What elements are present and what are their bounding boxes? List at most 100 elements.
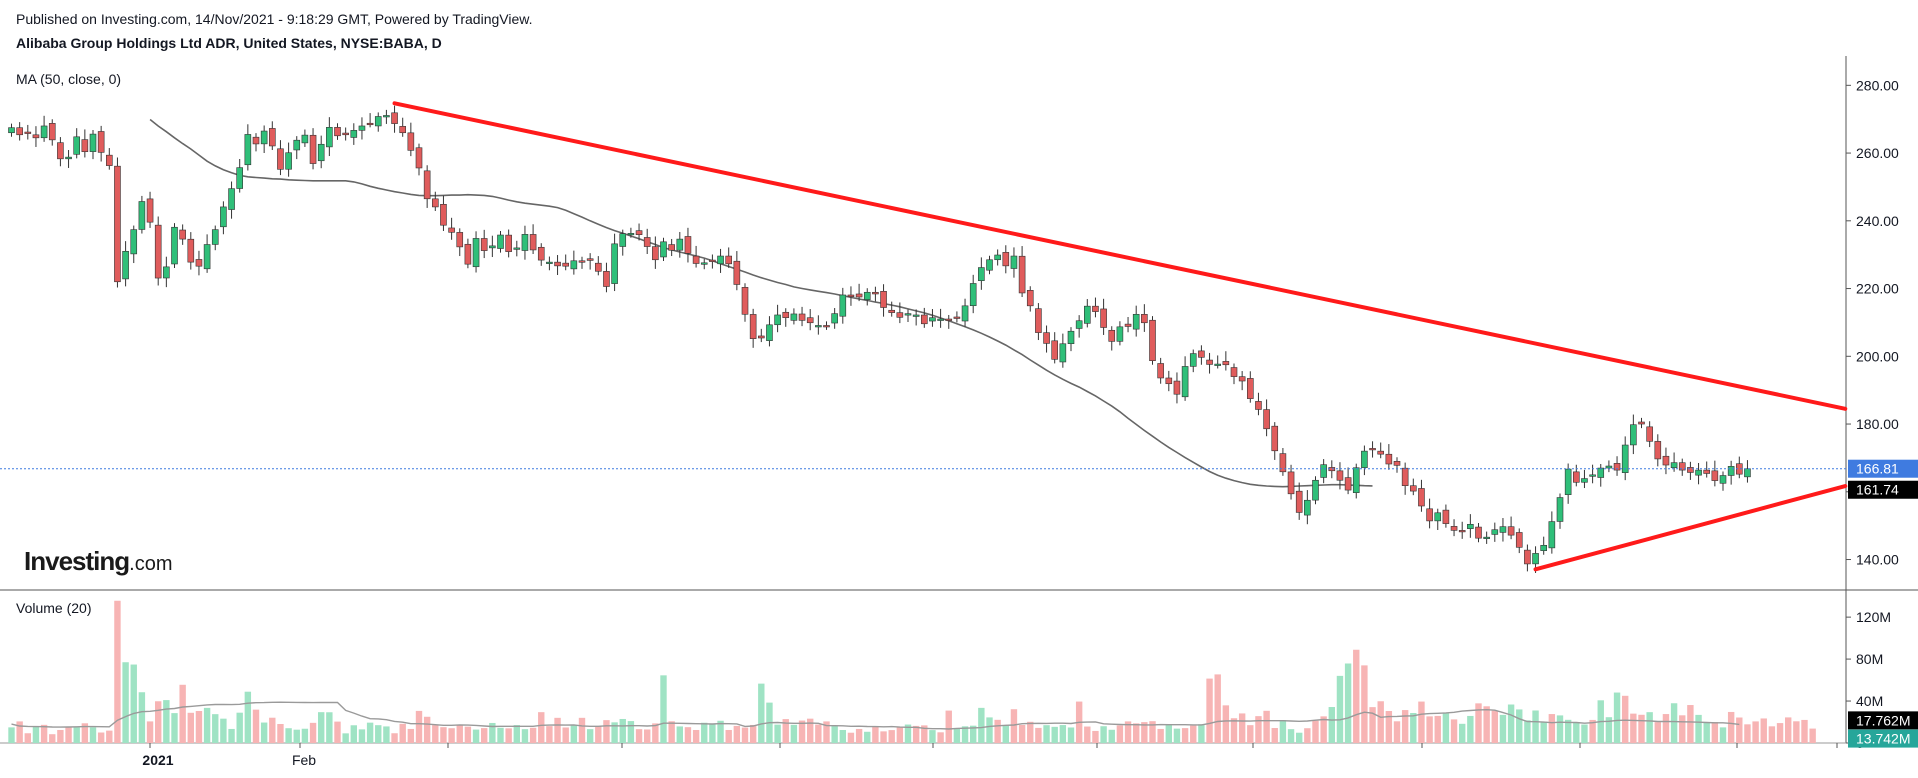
- volume-bar: [839, 729, 846, 743]
- candle-body: [358, 125, 366, 131]
- volume-bar: [1467, 715, 1474, 743]
- candle-body: [937, 318, 944, 321]
- volume-bar: [1768, 726, 1776, 743]
- volume-bar: [228, 728, 235, 743]
- candle-body: [1458, 530, 1466, 533]
- candle-body: [717, 255, 724, 265]
- candle-body: [1711, 470, 1719, 481]
- candle-body: [863, 291, 871, 301]
- volume-bar: [733, 725, 741, 743]
- candle-body: [912, 314, 920, 317]
- candle-body: [1605, 465, 1613, 469]
- candle-body: [1744, 468, 1751, 478]
- candle-body: [32, 134, 40, 139]
- candle-body: [309, 134, 317, 164]
- volume-bar: [1654, 722, 1661, 743]
- candle-body: [285, 152, 292, 170]
- volume-bar: [1393, 721, 1401, 743]
- volume-bar: [1540, 721, 1547, 743]
- volume-bar: [1238, 713, 1246, 743]
- ma-legend: MA (50, close, 0): [16, 71, 122, 87]
- volume-bar: [326, 712, 333, 743]
- candle-body: [326, 127, 333, 148]
- volume-bar: [1385, 711, 1393, 743]
- candle-body: [1320, 464, 1327, 478]
- candle-body: [1662, 455, 1670, 466]
- volume-bar: [880, 731, 887, 743]
- candle-body: [146, 198, 154, 223]
- candle-body: [920, 314, 928, 325]
- trendline-upper: [392, 101, 1848, 411]
- candle-body: [1100, 308, 1107, 328]
- candle-body: [236, 167, 243, 189]
- volume-bar: [758, 683, 765, 743]
- candle-body: [839, 294, 847, 317]
- volume-bar: [521, 729, 529, 743]
- volume-bar: [260, 722, 268, 743]
- volume-bar: [1369, 707, 1376, 743]
- volume-bar: [1809, 728, 1816, 743]
- investing-logo[interactable]: Investing.com: [24, 546, 172, 577]
- volume-bar: [570, 724, 578, 743]
- volume-bar: [334, 721, 341, 743]
- volume-bar: [187, 712, 194, 743]
- volume-bar: [146, 721, 154, 743]
- volume-bar: [212, 714, 219, 743]
- volume-bar: [130, 664, 137, 743]
- candle-body: [684, 236, 692, 254]
- candle-body: [89, 133, 97, 152]
- candle-body: [986, 259, 993, 271]
- candle-body: [594, 262, 602, 272]
- price-tick-label: 240.00: [1856, 213, 1899, 229]
- last-volume-badge: 13.742M: [1856, 731, 1910, 747]
- candle-body: [823, 325, 830, 328]
- volume-bar: [1638, 714, 1645, 743]
- volume-bar: [1133, 723, 1140, 743]
- candle-body: [1214, 363, 1221, 366]
- candle-body: [1222, 361, 1230, 366]
- candle-body: [619, 233, 627, 247]
- volume-bar: [24, 733, 31, 743]
- price-tick-label: 200.00: [1856, 348, 1899, 364]
- candle-body: [65, 156, 72, 160]
- candle-body: [1687, 467, 1694, 473]
- volume-bar: [497, 727, 504, 743]
- volume-bar: [741, 727, 749, 743]
- candle-body: [554, 261, 561, 267]
- volume-bar: [1622, 695, 1629, 743]
- volume-bar: [1442, 713, 1450, 743]
- candle-body: [1189, 353, 1197, 367]
- volume-bar: [1719, 727, 1727, 743]
- volume-bar: [709, 724, 716, 743]
- volume-bar: [921, 725, 928, 743]
- time-tick-label: 2021: [142, 752, 173, 768]
- candle-body: [171, 226, 178, 265]
- candle-body: [187, 238, 195, 263]
- candle-body: [1238, 376, 1246, 382]
- volume-bar: [1483, 706, 1490, 743]
- volume-bar: [1695, 714, 1702, 743]
- candle-body: [505, 234, 512, 252]
- candle-body: [953, 316, 961, 319]
- volume-bar: [1752, 721, 1759, 743]
- volume-bar: [383, 726, 390, 743]
- volume-bar: [1141, 722, 1148, 743]
- volume-bar: [864, 731, 871, 743]
- volume-bar: [855, 728, 863, 743]
- candle-body: [342, 132, 349, 136]
- price-tick-label: 140.00: [1856, 552, 1899, 568]
- candle-body: [929, 317, 936, 322]
- volume-bar: [8, 727, 15, 743]
- volume-bar: [138, 692, 146, 743]
- candle-body: [578, 260, 586, 263]
- trendlines: [0, 101, 1848, 572]
- candle-body: [798, 313, 806, 321]
- candle-body: [24, 131, 32, 134]
- volume-bar: [1573, 722, 1580, 743]
- candle-body: [1613, 463, 1621, 471]
- candle-body: [521, 234, 529, 251]
- candle-body: [1181, 366, 1189, 398]
- candle-body: [472, 238, 480, 268]
- candle-body: [880, 291, 887, 308]
- candle-body: [1507, 526, 1515, 536]
